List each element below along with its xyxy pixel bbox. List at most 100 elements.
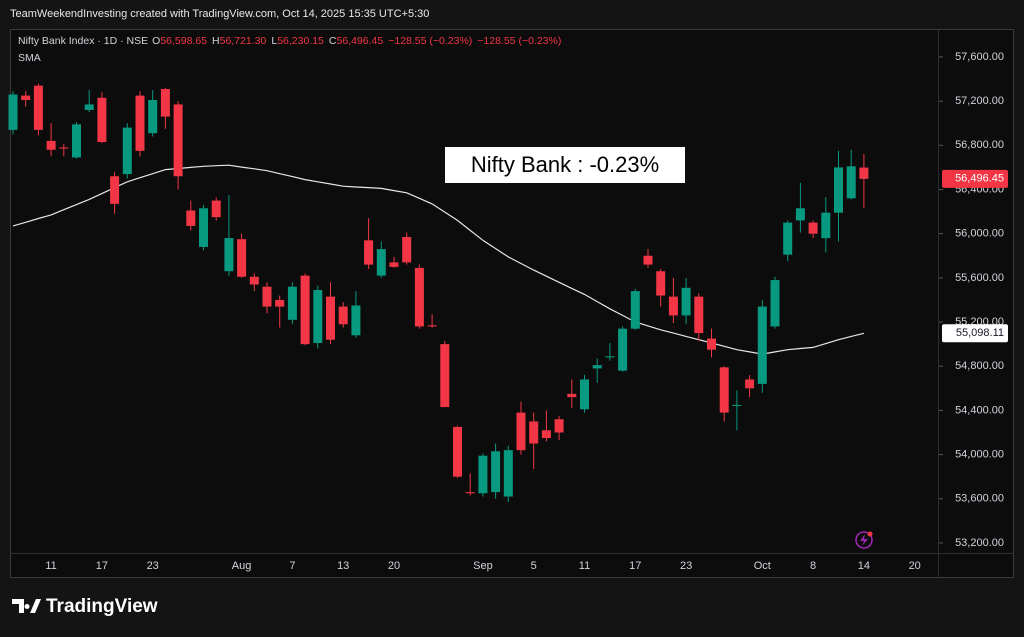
x-tick-label: Oct [754,560,771,572]
candle-body [643,255,653,265]
candle-body [148,100,158,134]
ohlc-key: H [212,35,220,47]
x-tick-label: 17 [96,560,108,572]
x-tick-label: 11 [579,560,590,572]
candle-body [122,127,132,175]
candle-body [160,88,170,117]
candle-body [834,167,843,213]
y-tick-label: 54,400.00 [955,404,1004,416]
candle-body [199,208,208,247]
x-tick-label: 20 [388,560,400,572]
x-tick-label: 20 [909,560,921,572]
candle-body [186,210,196,226]
candle-body [414,267,424,327]
series-name: Nifty Bank Index · 1D · NSE [18,35,148,47]
candle-body [427,325,437,327]
ohlc-value: 56,496.45 [337,35,384,47]
sma-line [12,164,865,355]
candle-body [376,249,386,276]
candle-body [783,222,793,255]
candle-body [326,296,335,340]
candle-body [770,280,780,327]
candle-body [262,286,272,307]
change: −128.55 (−0.23%) [477,35,561,47]
y-tick-label: 55,600.00 [955,272,1004,284]
candle-body [808,222,818,234]
candle-body [135,95,145,151]
candle-body [478,455,488,494]
candle-body [605,356,615,358]
candle-body [33,85,43,130]
x-tick-label: 23 [680,560,692,572]
x-tick-label: 7 [289,560,295,572]
candle-body [821,212,831,239]
y-tick-label: 56,000.00 [955,228,1004,240]
candle-body [859,167,869,179]
last-price-tag [942,169,1008,188]
candle-body [707,338,716,350]
y-tick-label: 54,000.00 [955,448,1004,460]
candle-body [681,287,691,316]
credit-line: TeamWeekendInvesting created with Tradin… [10,8,429,20]
x-tick-label: 11 [45,560,56,572]
candle-body [8,94,18,130]
y-tick-label: 57,600.00 [955,51,1004,63]
footer-logo: TradingView [12,596,158,617]
y-tick-label: 56,800.00 [955,139,1004,151]
candle-body [97,97,107,143]
candle-body [567,393,577,398]
plot [8,83,869,503]
change: −128.55 (−0.23%) [388,35,472,47]
ohlc-key: C [329,35,337,47]
ohlc-key: L [271,35,277,47]
candle-body [287,286,297,320]
candle-body [211,200,221,218]
candle-body [757,306,767,384]
ohlc-value: 56,598.65 [160,35,207,47]
candle-body [846,166,856,199]
candle-body [745,379,755,389]
legend: Nifty Bank Index · 1D · NSE O56,598.65 H56… [18,35,561,47]
candle-body [516,412,526,451]
candle-body [554,419,564,433]
candle-body [592,365,602,369]
x-tick-label: Aug [232,560,252,572]
x-tick-label: 8 [810,560,816,572]
candle-body [313,290,323,344]
candle-body [503,450,513,497]
x-tick-label: 5 [531,560,537,572]
candle-body [453,426,462,477]
candle-body [529,421,539,444]
candle-body [719,367,729,413]
x-tick-label: 13 [337,560,349,572]
ohlc-value: 56,230.15 [277,35,324,47]
y-tick-label: 53,200.00 [955,537,1004,549]
candle-body [173,104,183,177]
last-price-label: 56,496.45 [955,173,1004,185]
candle-body [630,291,640,329]
candle-body [249,276,259,285]
x-tick-label: 17 [629,560,641,572]
annotation-box [445,147,685,183]
candle-body [21,95,31,101]
candle-body [389,262,399,267]
logo-text: TradingView [46,596,158,617]
candle-body [237,239,247,277]
candle-body [465,492,475,494]
y-tick-label: 57,200.00 [955,95,1004,107]
candle-body [402,236,412,263]
sma-legend: SMA [18,52,41,64]
alert-icon [855,531,873,549]
candle-body [668,296,678,316]
candle-body [300,275,310,345]
candle-body [59,147,69,149]
x-tick-label: 23 [147,560,159,572]
ohlc-value: 56,721.30 [220,35,267,47]
candle-body [364,240,374,265]
x-tick-label: Sep [473,560,493,572]
candle-body [618,328,628,371]
candle-body [656,271,666,296]
y-tick-label: 53,600.00 [955,493,1004,505]
